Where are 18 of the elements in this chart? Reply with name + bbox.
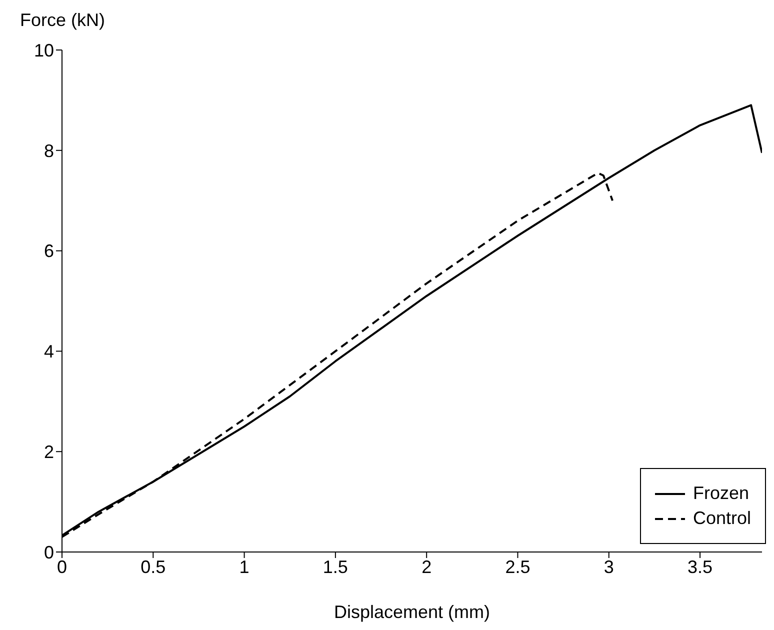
legend-label: Frozen [692,483,749,504]
legend-label: Control [692,508,751,529]
y-tick-label: 0 [44,542,54,562]
y-axis-title: Force (kN) [20,10,105,31]
y-tick-label: 6 [44,241,54,262]
x-tick-label: 3.5 [688,556,713,577]
y-tick-label: 4 [44,342,54,362]
x-tick-label: 2 [422,556,432,577]
y-tick-label: 10 [34,40,54,60]
x-tick-label: 1 [239,556,250,577]
y-tick-label: 8 [44,140,54,161]
x-tick-label: 1.5 [322,556,348,577]
x-tick-label: 3 [604,556,614,577]
x-tick-label: 0 [56,556,68,577]
y-tick-label: 2 [44,442,54,462]
x-axis-title: Displacement (mm) [334,602,490,622]
x-tick-label: 2.5 [505,556,530,577]
x-tick-label: 0.5 [140,556,166,577]
